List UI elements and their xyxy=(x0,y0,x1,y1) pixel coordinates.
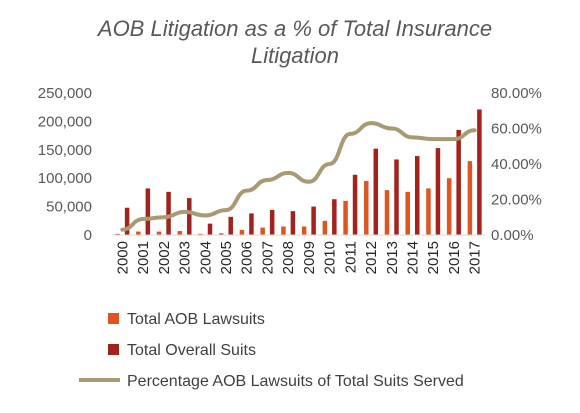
bar-overall-suits xyxy=(435,148,441,235)
x-tick-label: 2000 xyxy=(114,241,131,274)
bar-overall-suits xyxy=(166,191,171,235)
bar-aob-lawsuits xyxy=(239,229,245,235)
y-left-tick-label: 100,000 xyxy=(38,170,92,187)
x-tick-label: 2011 xyxy=(342,241,359,273)
bar-aob-lawsuits xyxy=(281,226,286,235)
bar-aob-lawsuits xyxy=(384,190,390,235)
bar-aob-lawsuits xyxy=(198,233,203,235)
bar-overall-suits xyxy=(477,109,482,235)
bar-aob-lawsuits xyxy=(322,220,328,235)
x-tick-label: 2016 xyxy=(446,241,463,274)
x-tick-label: 2014 xyxy=(404,241,421,274)
bar-aob-lawsuits xyxy=(177,231,183,235)
x-tick-label: 2015 xyxy=(425,241,442,274)
y-left-tick-label: 250,000 xyxy=(38,85,92,102)
bar-aob-lawsuits xyxy=(260,227,265,235)
x-tick-label: 2013 xyxy=(384,241,401,274)
x-tick-label: 2002 xyxy=(156,241,173,274)
y-left-tick-label: 150,000 xyxy=(38,142,92,159)
bar-overall-suits xyxy=(311,206,316,235)
bar-overall-suits xyxy=(187,198,192,235)
x-tick-label: 2010 xyxy=(322,241,339,274)
bar-overall-suits xyxy=(373,148,379,235)
bar-overall-suits xyxy=(290,211,296,235)
legend-swatch-aob xyxy=(108,313,119,324)
x-tick-label: 2006 xyxy=(239,241,256,274)
y-right-tick-label: 60.00% xyxy=(491,121,542,138)
bar-aob-lawsuits xyxy=(426,188,431,235)
x-tick-label: 2009 xyxy=(301,241,318,274)
x-tick-label: 2007 xyxy=(259,241,276,274)
bar-overall-suits xyxy=(249,213,254,235)
bar-aob-lawsuits xyxy=(301,226,307,235)
bar-overall-suits xyxy=(269,210,275,235)
legend-label-percentage: Percentage AOB Lawsuits of Total Suits S… xyxy=(127,373,464,390)
x-tick-label: 2017 xyxy=(467,241,484,274)
bar-overall-suits xyxy=(456,129,461,235)
legend-label-aob: Total AOB Lawsuits xyxy=(127,311,265,328)
y-right-tick-label: 0.00% xyxy=(491,227,534,244)
legend: Total AOB Lawsuits Total Overall Suits P… xyxy=(79,311,464,390)
bar-aob-lawsuits xyxy=(218,233,224,235)
x-tick-label: 2004 xyxy=(197,241,214,274)
x-tick-label: 2008 xyxy=(280,241,297,274)
bar-aob-lawsuits xyxy=(136,231,141,235)
bar-overall-suits xyxy=(124,207,130,235)
bar-aob-lawsuits xyxy=(405,191,410,235)
y-left-tick-label: 50,000 xyxy=(46,199,92,216)
bar-overall-suits xyxy=(332,199,337,235)
bar-overall-suits xyxy=(145,188,151,235)
x-tick-label: 2005 xyxy=(218,241,235,274)
bar-aob-lawsuits xyxy=(156,231,162,235)
bar-overall-suits xyxy=(394,159,399,235)
bar-aob-lawsuits xyxy=(115,233,120,235)
chart-title-line-2: Litigation xyxy=(251,43,339,68)
y-right-tick-label: 80.00% xyxy=(491,85,542,102)
bar-aob-lawsuits xyxy=(467,161,473,235)
bar-aob-lawsuits xyxy=(446,178,452,235)
percentage-line xyxy=(120,121,477,232)
chart-title-line-1: AOB Litigation as a % of Total Insurance xyxy=(96,16,492,41)
bar-overall-suits xyxy=(207,223,213,235)
y-left-tick-label: 200,000 xyxy=(38,113,92,130)
x-tick-label: 2001 xyxy=(135,241,152,274)
bar-overall-suits xyxy=(228,216,233,235)
bar-aob-lawsuits xyxy=(364,181,369,235)
bar-overall-suits xyxy=(414,156,420,235)
legend-label-overall: Total Overall Suits xyxy=(127,342,256,359)
y-right-tick-label: 40.00% xyxy=(491,156,542,173)
x-tick-label: 2003 xyxy=(177,241,194,274)
legend-swatch-overall xyxy=(108,344,119,355)
y-right-tick-label: 20.00% xyxy=(491,192,542,209)
y-left-tick-label: 0 xyxy=(84,227,92,244)
x-tick-label: 2012 xyxy=(363,241,380,274)
bar-aob-lawsuits xyxy=(343,200,348,235)
bar-overall-suits xyxy=(352,174,358,235)
